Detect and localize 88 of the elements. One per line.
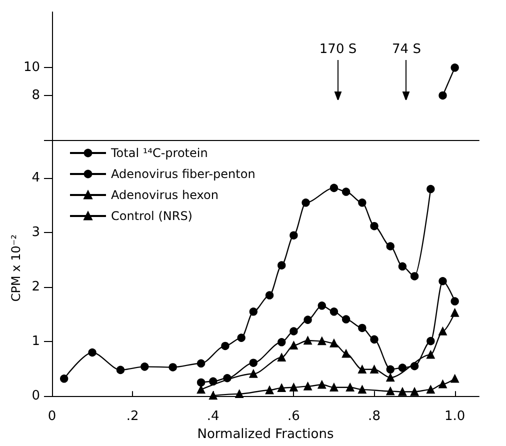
point bbox=[426, 184, 435, 194]
point bbox=[370, 335, 378, 344]
point bbox=[265, 386, 274, 394]
legend-label: Adenovirus hexon bbox=[111, 188, 218, 202]
point bbox=[318, 336, 326, 346]
point bbox=[410, 272, 419, 280]
x-tick-label: .8 bbox=[368, 409, 380, 424]
point bbox=[398, 364, 407, 372]
point bbox=[88, 348, 96, 357]
point bbox=[318, 302, 326, 310]
point bbox=[278, 353, 286, 362]
x-tick-label: .4 bbox=[206, 409, 220, 424]
point bbox=[426, 385, 435, 394]
point bbox=[196, 359, 206, 368]
point bbox=[140, 362, 149, 371]
point bbox=[249, 358, 258, 367]
point bbox=[342, 350, 350, 358]
point bbox=[370, 222, 378, 230]
point bbox=[304, 316, 312, 324]
point bbox=[249, 370, 258, 378]
point bbox=[223, 374, 232, 382]
point bbox=[450, 374, 459, 383]
point bbox=[346, 383, 354, 392]
point bbox=[426, 350, 435, 359]
point bbox=[410, 362, 419, 370]
point bbox=[342, 315, 350, 324]
point bbox=[438, 277, 447, 286]
point bbox=[278, 338, 286, 346]
x-tick-label: .6 bbox=[287, 409, 300, 424]
point bbox=[209, 377, 218, 386]
point bbox=[370, 365, 378, 374]
point bbox=[358, 324, 366, 332]
x-tick-label: 0 bbox=[48, 409, 56, 424]
point bbox=[290, 341, 298, 350]
legend-label: Adenovirus fiber-penton bbox=[111, 167, 256, 181]
point bbox=[249, 308, 258, 316]
point bbox=[386, 242, 394, 250]
point bbox=[386, 373, 394, 382]
point bbox=[410, 388, 419, 396]
y-tick-label: 8 bbox=[32, 88, 40, 103]
point bbox=[278, 384, 286, 392]
point bbox=[330, 308, 338, 316]
x-axis-title: Normalized Fractions bbox=[197, 427, 334, 442]
point bbox=[450, 297, 459, 306]
point bbox=[450, 308, 459, 317]
point bbox=[358, 198, 366, 207]
point bbox=[116, 366, 125, 374]
y-axis-title: CPM x 10⁻² bbox=[9, 234, 23, 302]
legend-label: Total ¹⁴C-protein bbox=[110, 146, 208, 160]
y-tick-label: 4 bbox=[32, 170, 40, 186]
point bbox=[290, 383, 298, 392]
point bbox=[318, 380, 326, 389]
point bbox=[168, 363, 177, 372]
point bbox=[60, 374, 68, 383]
point bbox=[278, 261, 286, 270]
y-tick-label: 2 bbox=[32, 280, 40, 295]
x-tick-label: 1.0 bbox=[444, 409, 466, 424]
point bbox=[302, 198, 310, 207]
point bbox=[386, 387, 394, 396]
point bbox=[290, 231, 298, 240]
point bbox=[438, 327, 447, 336]
legend-label: Control (NRS) bbox=[111, 209, 192, 223]
point bbox=[330, 383, 338, 392]
point bbox=[304, 382, 312, 390]
y-tick-label: 0 bbox=[32, 388, 40, 404]
point bbox=[386, 365, 394, 374]
point bbox=[290, 327, 298, 336]
ref-line-label: 74 S bbox=[392, 42, 421, 57]
point bbox=[398, 388, 407, 396]
point bbox=[235, 390, 244, 398]
point bbox=[304, 336, 312, 345]
y-tick-label: 10 bbox=[23, 60, 40, 76]
point bbox=[438, 380, 447, 388]
point bbox=[265, 291, 274, 300]
point bbox=[426, 336, 435, 346]
point bbox=[398, 262, 407, 271]
point bbox=[358, 385, 366, 394]
point bbox=[330, 339, 338, 348]
x-tick-label: .2 bbox=[126, 409, 139, 424]
point bbox=[330, 184, 338, 192]
point bbox=[221, 342, 230, 350]
point bbox=[237, 334, 246, 342]
ref-line-label: 170 S bbox=[319, 42, 357, 57]
y-tick-label: 3 bbox=[32, 225, 40, 240]
point bbox=[196, 378, 206, 387]
y-tick-label: 1 bbox=[32, 334, 40, 350]
point bbox=[358, 365, 366, 374]
point bbox=[342, 188, 350, 196]
